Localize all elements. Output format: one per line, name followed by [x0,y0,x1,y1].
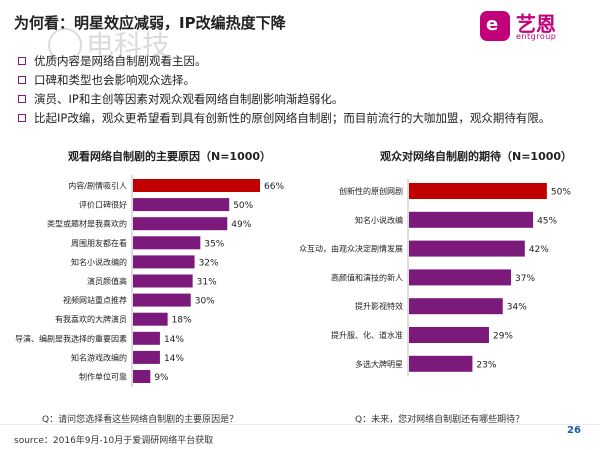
watermark: 电科技 [48,24,208,68]
data-label: 23% [476,360,496,370]
bar [133,312,168,326]
data-label: 34% [507,303,527,313]
bullet-list: 优质内容是网络自制剧观看主因。 口碑和类型也会影响观众选择。 演员、IP和主创等… [16,52,596,128]
bar [409,240,525,257]
bar [133,255,195,269]
source-note: source：2016年9月-10月于爱调研网络平台获取 [14,436,214,446]
category-label: 周围朋友都在看 [71,238,127,248]
data-label: 9% [154,373,169,383]
data-label: 35% [204,239,224,249]
page-title: 为何看：明星效应减弱，IP改编热度下降 [14,14,286,32]
bar [133,293,191,307]
checkbox-square-icon [18,57,26,65]
checkbox-square-icon [18,76,26,84]
category-label: 提升服、化、道水准 [331,330,403,340]
data-label: 31% [197,278,217,288]
checkbox-square-icon [18,114,26,122]
bar [409,211,534,228]
data-label: 50% [233,201,253,211]
bullet-item: 口碑和类型也会影响观众选择。 [16,71,596,90]
category-label: 演员颜值高 [87,276,127,286]
right-chart-question: Q：未来，您对网络自制剧还有哪些期待？ [355,415,525,425]
data-label: 50% [551,188,571,198]
category-label: 有我喜欢的大牌演员 [55,314,127,324]
brand-sub: entgroup [516,32,557,41]
category-label: 多选大牌明星 [355,359,403,369]
left-chart-title: 观看网络自制剧的主要原因（N=1000） [68,150,272,163]
data-label: 49% [231,220,251,230]
bullet-item: 演员、IP和主创等因素对观众观看网络自制剧影响渐趋弱化。 [16,90,596,109]
bar [133,217,228,231]
category-label: 与观众互动，由观众决定剧情发展 [300,244,403,254]
bar [409,355,473,372]
data-label: 29% [493,332,513,342]
page-number: 26 [567,425,581,436]
bar [133,331,160,345]
data-label: 66% [264,182,284,192]
header-bar [0,0,600,6]
brand-name: 艺恩 [516,12,556,36]
category-label: 视频网站重点推荐 [63,295,127,305]
right-chart-title: 观众对网络自制剧的期待（N=1000） [380,150,573,163]
bullet-item: 优质内容是网络自制剧观看主因。 [16,52,596,71]
category-label: 提升影视特效 [355,301,403,311]
bar [409,298,503,315]
bar [409,269,512,286]
watermark-circle-icon [48,28,82,62]
data-label: 30% [195,297,215,307]
bar [133,274,193,288]
category-label: 创新性的原创网剧 [339,186,403,196]
category-label: 类型或题材是我喜欢的 [47,219,127,229]
bar [409,327,489,343]
data-label: 14% [164,335,184,345]
bar [133,179,260,192]
category-label: 内容/剧情吸引人 [68,181,127,191]
bullet-item: 比起IP改编，观众更希望看到具有创新性的原创网络自制剧；而目前流行的大咖加盟，观… [16,109,596,128]
data-label: 14% [164,354,184,364]
bar [133,236,201,250]
category-label: 评价口碑很好 [79,200,127,210]
data-label: 37% [515,274,535,284]
category-label: 导演、编剧是我选择的重要因素 [15,333,127,343]
category-label: 知名游戏改编的 [71,352,127,362]
checkbox-square-icon [18,95,26,103]
watermark-text: 电科技 [86,29,171,62]
bar [133,198,230,212]
category-label: 高颜值和演技的新人 [331,272,403,282]
data-label: 32% [199,258,219,268]
footer-divider [0,424,600,425]
bar [133,370,151,383]
left-chart-question: Q：请问您选择看这些网络自制剧的主要原因是？ [42,415,239,425]
brand-mark-icon: e [480,11,510,41]
category-label: 知名小说改编的 [71,257,127,267]
data-label: 45% [537,216,557,226]
data-label: 42% [529,245,549,255]
brand-logo: e 艺恩 entgroup [480,8,590,44]
bar [409,183,547,199]
category-label: 知名小说改编 [355,215,403,225]
data-label: 18% [172,316,192,326]
left-bar-chart: 内容/剧情吸引人 66% 评价口碑很好 50% 类型或题材是我喜欢的 49% 周围朋友都在看… [15,175,284,387]
bar [133,350,160,364]
category-label: 制作单位可靠 [79,372,127,382]
right-bar-chart: 创新性的原创网剧 50% 知名小说改编 45% 与观众互动，由观众决定剧情发展 42% 高颜… [300,179,571,376]
